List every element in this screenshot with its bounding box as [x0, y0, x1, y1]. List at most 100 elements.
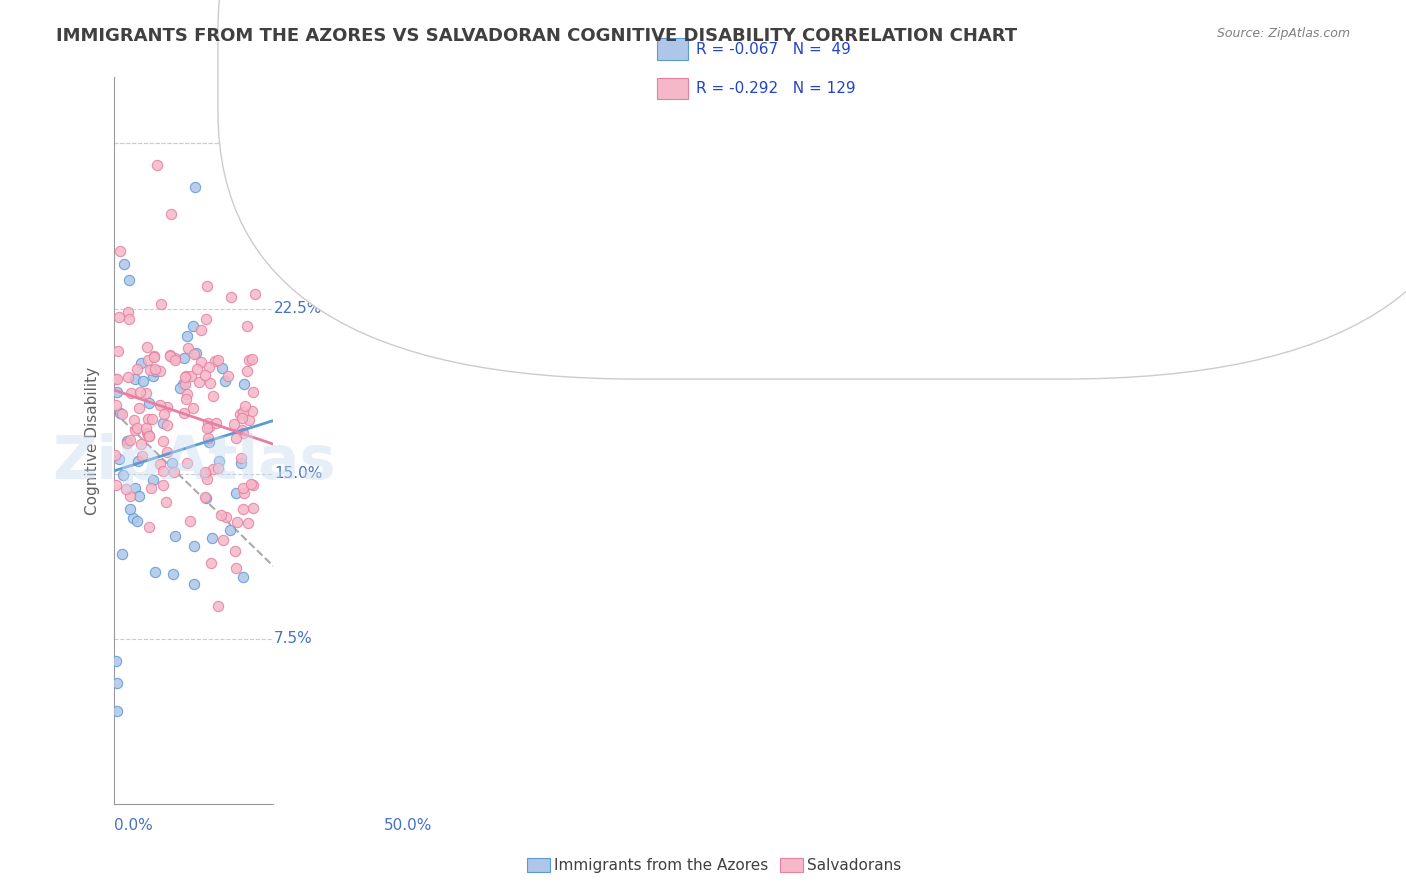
- Point: [128, 385, 150, 400]
- Point: [156, 445, 179, 459]
- Point: [149, 457, 172, 471]
- Point: [118, 489, 141, 503]
- Point: [197, 416, 219, 430]
- Point: [156, 417, 179, 432]
- Point: [128, 401, 150, 415]
- Point: [131, 449, 153, 463]
- Point: [187, 375, 209, 389]
- Point: [194, 467, 217, 481]
- Point: [120, 386, 142, 401]
- Point: [142, 473, 165, 487]
- Point: [204, 353, 226, 368]
- Point: [135, 421, 157, 435]
- Text: 22.5%: 22.5%: [274, 301, 322, 316]
- Point: [183, 319, 205, 334]
- Point: [107, 451, 129, 466]
- Point: [231, 410, 253, 425]
- Point: [176, 387, 198, 401]
- Point: [117, 273, 139, 287]
- Point: [226, 515, 249, 529]
- Point: [195, 279, 218, 293]
- Point: [143, 349, 166, 363]
- Point: [197, 435, 219, 450]
- Point: [231, 423, 253, 437]
- Text: R = -0.067   N =  49: R = -0.067 N = 49: [696, 42, 851, 56]
- Point: [139, 363, 162, 377]
- Point: [152, 464, 174, 478]
- Point: [225, 486, 247, 500]
- Point: [195, 312, 218, 326]
- Point: [129, 436, 152, 450]
- Point: [143, 361, 166, 376]
- Point: [232, 405, 254, 419]
- Point: [125, 514, 148, 528]
- Point: [173, 351, 195, 366]
- Point: [174, 377, 197, 392]
- Point: [169, 380, 191, 394]
- Text: Immigrants from the Azores: Immigrants from the Azores: [554, 858, 768, 872]
- Point: [110, 406, 132, 420]
- Point: [117, 304, 139, 318]
- Point: [160, 457, 183, 471]
- Point: [138, 396, 160, 410]
- Point: [105, 398, 128, 412]
- Point: [111, 468, 134, 483]
- Point: [202, 389, 225, 403]
- Point: [174, 392, 197, 406]
- Point: [163, 465, 186, 479]
- Point: [107, 344, 129, 359]
- Point: [242, 477, 264, 491]
- Point: [209, 508, 232, 522]
- Point: [195, 421, 218, 435]
- Point: [232, 425, 254, 440]
- Point: [232, 481, 254, 495]
- Point: [197, 360, 219, 375]
- Point: [146, 159, 169, 173]
- Point: [152, 434, 174, 448]
- Text: Salvadorans: Salvadorans: [807, 858, 901, 872]
- Point: [136, 352, 159, 367]
- Point: [233, 400, 256, 414]
- Point: [183, 577, 205, 591]
- Point: [141, 412, 163, 426]
- Point: [105, 675, 128, 690]
- Point: [105, 385, 128, 400]
- Point: [127, 361, 149, 376]
- Point: [217, 369, 239, 384]
- Point: [225, 560, 247, 574]
- Point: [219, 523, 242, 537]
- Point: [214, 374, 236, 388]
- Point: [232, 377, 254, 392]
- Point: [211, 361, 233, 376]
- Point: [143, 350, 166, 364]
- Point: [193, 465, 215, 479]
- Point: [104, 372, 127, 386]
- Point: [194, 491, 217, 505]
- Point: [173, 369, 195, 384]
- Point: [184, 346, 207, 360]
- Text: 0.0%: 0.0%: [114, 818, 153, 833]
- Point: [149, 297, 172, 311]
- Point: [111, 547, 134, 561]
- Point: [239, 476, 262, 491]
- Point: [238, 413, 260, 427]
- Point: [160, 207, 183, 221]
- Point: [195, 472, 218, 486]
- Point: [115, 436, 138, 450]
- Point: [135, 340, 157, 354]
- Point: [201, 532, 224, 546]
- Point: [184, 180, 207, 194]
- Point: [225, 431, 247, 445]
- Point: [149, 364, 172, 378]
- Point: [232, 570, 254, 584]
- Point: [208, 454, 231, 468]
- Point: [232, 502, 254, 516]
- Point: [205, 417, 228, 431]
- Point: [135, 385, 157, 400]
- Point: [198, 420, 221, 434]
- Point: [173, 406, 195, 420]
- Point: [143, 566, 166, 580]
- Point: [138, 412, 160, 426]
- Point: [224, 543, 246, 558]
- Point: [152, 477, 174, 491]
